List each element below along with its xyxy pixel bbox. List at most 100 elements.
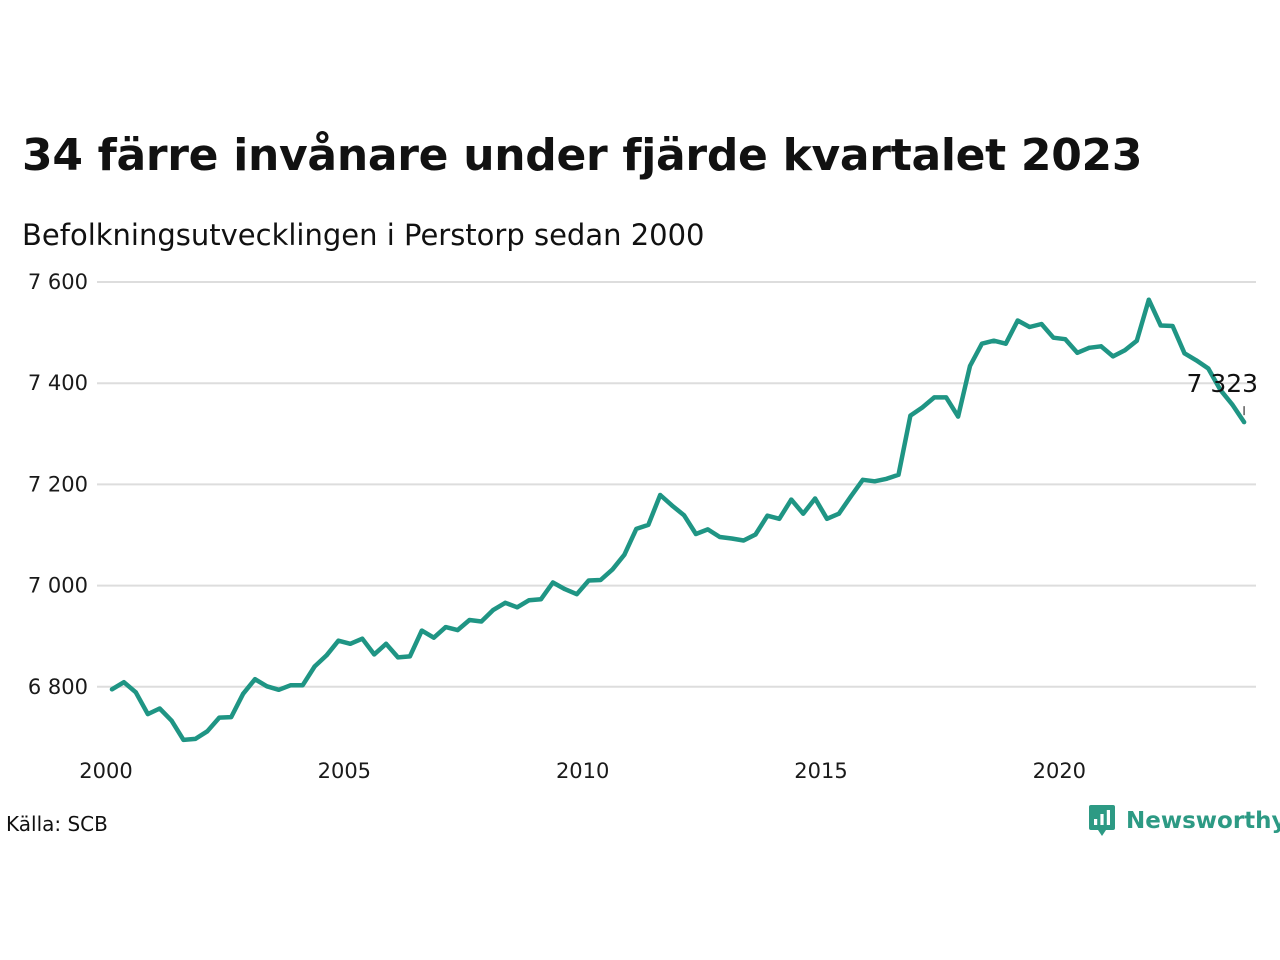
data-point <box>1194 358 1199 363</box>
data-point <box>300 683 305 688</box>
data-point <box>574 592 579 597</box>
data-point <box>848 494 853 499</box>
data-point <box>145 712 150 717</box>
data-point <box>276 687 281 692</box>
data-point <box>956 414 961 419</box>
data-point <box>1051 335 1056 340</box>
y-axis-labels: 6 800 7 000 7 200 7 400 7 600 <box>28 270 88 699</box>
y-tick-label: 7 000 <box>28 574 88 598</box>
data-point <box>1242 420 1247 425</box>
data-point <box>372 652 377 657</box>
data-point <box>884 476 889 481</box>
data-point <box>205 729 210 734</box>
brand-logo: Newsworthy <box>1088 804 1280 838</box>
series-line <box>109 297 1247 743</box>
data-point <box>1111 354 1115 359</box>
x-tick-label: 2020 <box>1033 759 1086 783</box>
chart-title: 34 färre invånare under fjärde kvartalet… <box>22 130 1143 181</box>
data-point <box>1003 341 1008 346</box>
data-point <box>765 513 770 518</box>
data-point <box>658 493 663 498</box>
data-point <box>646 522 651 527</box>
y-tick-label: 6 800 <box>28 675 88 699</box>
data-point <box>1015 318 1020 323</box>
data-point <box>443 625 448 630</box>
data-point <box>181 737 186 742</box>
source-note: Källa: SCB <box>6 812 108 836</box>
data-point <box>324 653 329 658</box>
data-point <box>729 536 734 541</box>
data-point <box>1099 344 1104 349</box>
data-point <box>396 655 400 660</box>
data-point <box>789 497 794 502</box>
data-point <box>479 619 484 624</box>
data-point <box>539 597 543 602</box>
data-point <box>908 413 913 418</box>
data-point <box>491 607 496 612</box>
data-point <box>825 516 829 521</box>
data-point <box>455 628 460 633</box>
data-point <box>670 503 675 508</box>
chart-subtitle: Befolkningsutvecklingen i Perstorp sedan… <box>22 218 705 252</box>
data-point <box>991 338 996 343</box>
annotation-layer: 7 323 <box>1187 369 1258 416</box>
data-point <box>1122 348 1127 353</box>
data-point <box>1027 325 1032 330</box>
data-point <box>801 511 806 516</box>
data-point <box>384 641 389 646</box>
gridlines <box>97 281 1256 688</box>
data-point <box>872 479 877 484</box>
data-point <box>622 552 627 557</box>
data-point <box>634 526 639 531</box>
data-point <box>193 736 198 741</box>
data-point <box>836 511 841 516</box>
data-point <box>253 677 257 682</box>
data-point <box>431 635 436 640</box>
data-point <box>1146 297 1151 302</box>
data-point <box>562 587 567 592</box>
brand-name: Newsworthy <box>1126 808 1280 834</box>
data-point <box>312 664 317 669</box>
data-point <box>527 598 532 603</box>
data-point <box>515 605 520 610</box>
data-point <box>110 687 114 692</box>
data-point <box>288 683 293 688</box>
data-point <box>1182 351 1187 356</box>
x-axis-labels: 2000 2005 2010 2015 2020 <box>79 759 1086 783</box>
x-tick-label: 2015 <box>794 759 847 783</box>
data-point <box>610 567 615 572</box>
data-point <box>264 684 269 689</box>
data-point <box>944 395 949 400</box>
y-tick-label: 7 600 <box>28 270 88 294</box>
data-point <box>860 477 865 482</box>
data-point <box>360 636 365 641</box>
data-point <box>1218 387 1223 392</box>
data-point <box>121 680 126 685</box>
x-tick-label: 2000 <box>79 759 132 783</box>
data-point <box>741 538 746 543</box>
data-point <box>241 691 246 696</box>
data-point <box>1206 366 1211 371</box>
data-point <box>920 405 925 410</box>
data-point <box>467 617 472 622</box>
data-point <box>348 641 353 646</box>
data-point <box>133 690 138 695</box>
y-tick-label: 7 200 <box>28 472 88 496</box>
data-point <box>1087 345 1092 350</box>
data-point <box>1075 350 1080 355</box>
data-point <box>1134 338 1139 343</box>
data-point <box>1039 321 1044 326</box>
data-point <box>1170 324 1175 329</box>
data-point <box>1230 402 1235 407</box>
data-point <box>813 496 818 501</box>
data-point <box>169 718 174 723</box>
data-point <box>586 578 591 583</box>
data-point <box>1158 323 1163 328</box>
data-point <box>896 472 901 477</box>
data-point <box>932 395 937 400</box>
newsworthy-logo-icon <box>1089 805 1115 836</box>
data-point <box>777 516 782 521</box>
data-point <box>753 532 758 537</box>
data-point <box>336 638 341 643</box>
